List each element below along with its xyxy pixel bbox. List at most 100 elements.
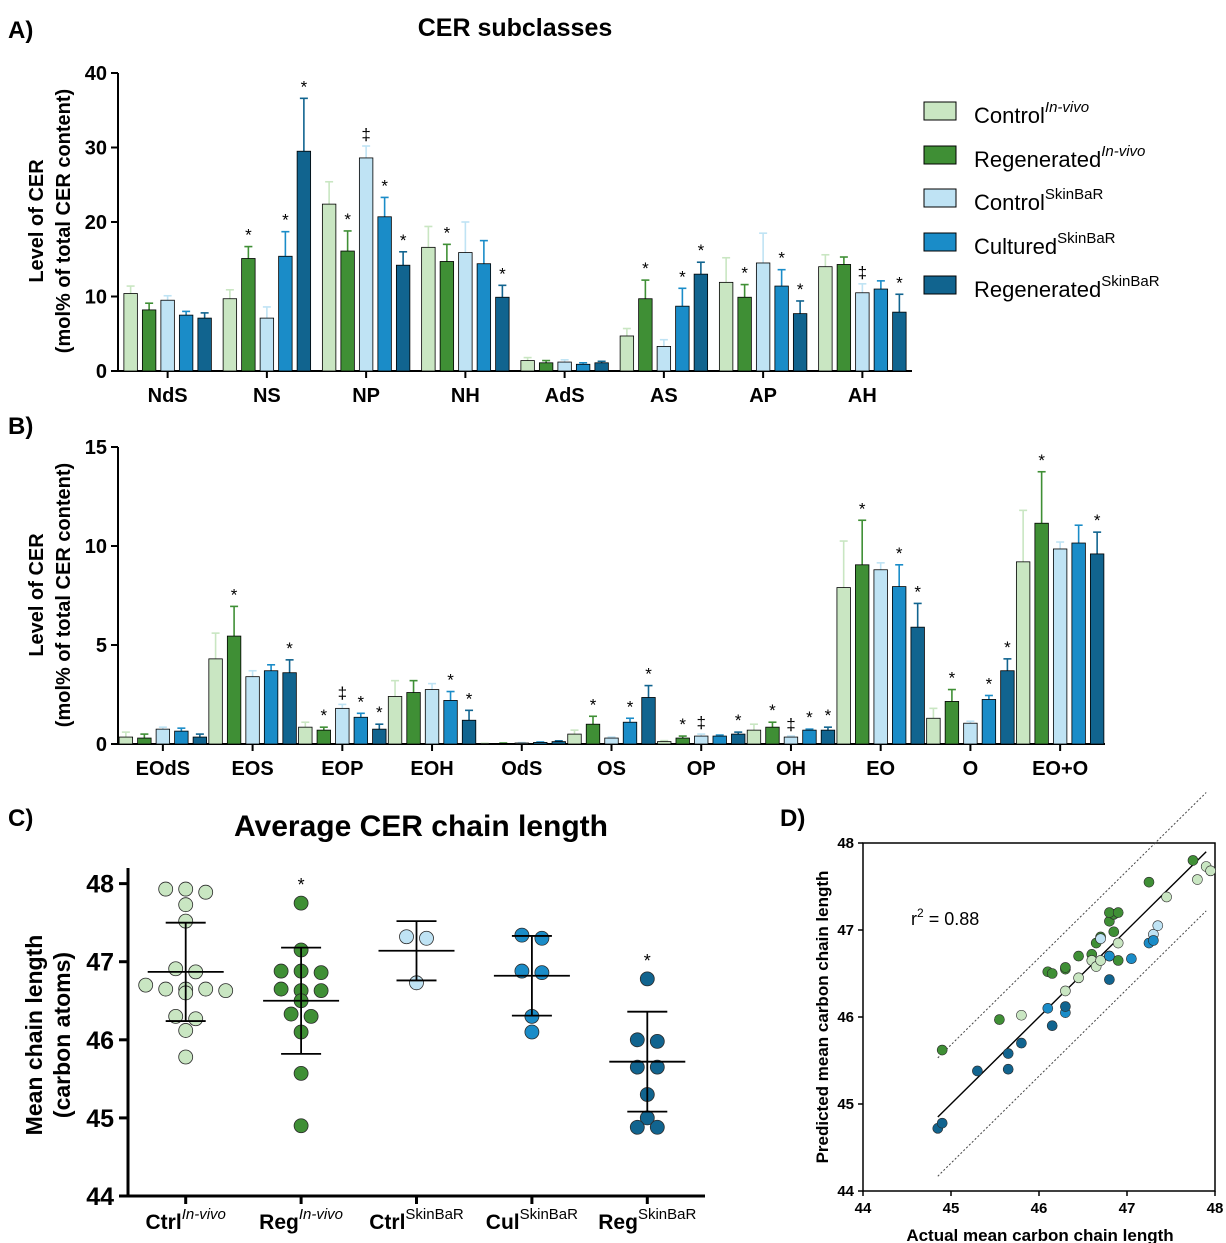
x-tick-label: RegIn-vivo bbox=[259, 1206, 343, 1234]
panel-b-plot: 0 5 10 15 EOdS EOS * * EOP * ‡ * * EOH * * OdS OS * * * OP * ‡ *… bbox=[85, 437, 1105, 780]
x-tick-label: 48 bbox=[1207, 1200, 1224, 1217]
bar bbox=[926, 717, 941, 745]
data-point bbox=[1060, 1001, 1071, 1012]
panel-d-label: D) bbox=[780, 805, 805, 832]
data-point bbox=[1112, 937, 1124, 949]
data-point bbox=[1042, 1002, 1054, 1014]
bar bbox=[461, 719, 477, 745]
significance-mark: * bbox=[245, 226, 252, 245]
data-point bbox=[936, 1044, 948, 1056]
bar bbox=[353, 716, 368, 745]
significance-mark: * bbox=[444, 223, 451, 242]
legend-label-cultured-skinbar: CulturedSkinBaR bbox=[974, 230, 1116, 259]
significance-mark: * bbox=[986, 674, 993, 693]
y-tick-label: 46 bbox=[837, 1009, 854, 1026]
significance-mark: * bbox=[642, 259, 649, 278]
significance-mark: * bbox=[282, 211, 289, 230]
data-point bbox=[188, 1011, 204, 1027]
legend-label-control-skinbar: ControlSkinBaR bbox=[974, 186, 1103, 215]
bar bbox=[226, 635, 242, 745]
y-tick-label: 5 bbox=[96, 635, 107, 657]
bar bbox=[892, 586, 907, 745]
bar bbox=[855, 292, 870, 372]
x-tick-label: NP bbox=[352, 385, 380, 407]
x-tick-label: EOH bbox=[410, 758, 453, 780]
bar bbox=[160, 299, 175, 372]
bar bbox=[298, 726, 313, 745]
data-point bbox=[972, 1065, 983, 1077]
data-point bbox=[198, 884, 214, 900]
bar bbox=[755, 262, 771, 372]
bar bbox=[873, 569, 888, 745]
data-point bbox=[1192, 874, 1203, 885]
data-point bbox=[1095, 955, 1106, 966]
significance-mark: * bbox=[645, 665, 652, 684]
data-point bbox=[1095, 933, 1106, 945]
bar bbox=[818, 266, 833, 372]
x-tick-label: EOS bbox=[231, 758, 273, 780]
bar bbox=[1071, 542, 1086, 745]
data-point bbox=[534, 930, 550, 946]
x-tick-label: CtrlSkinBaR bbox=[369, 1206, 464, 1234]
bar bbox=[694, 735, 709, 745]
bar bbox=[1052, 548, 1068, 745]
legend-label-regenerated-skinbar: RegeneratedSkinBaR bbox=[974, 273, 1160, 302]
bar bbox=[372, 728, 387, 745]
bar bbox=[477, 743, 492, 745]
significance-mark: * bbox=[321, 706, 328, 725]
y-tick-label: 0 bbox=[96, 734, 107, 756]
data-point bbox=[1046, 968, 1058, 979]
bar bbox=[278, 255, 293, 372]
x-tick-label: CulSkinBaR bbox=[486, 1206, 578, 1234]
panel-c-plot: 44 45 46 47 48 CtrlIn-vivo RegIn-vivo * CtrlSkin… bbox=[86, 868, 705, 1234]
data-point bbox=[273, 963, 289, 979]
bar bbox=[155, 728, 171, 745]
bar bbox=[737, 296, 752, 372]
data-point bbox=[303, 1008, 319, 1024]
bar bbox=[765, 726, 780, 745]
bar bbox=[496, 743, 511, 745]
significance-mark: * bbox=[1038, 451, 1045, 470]
significance-mark: * bbox=[859, 499, 866, 518]
bar bbox=[208, 658, 223, 745]
x-tick-label: OdS bbox=[501, 758, 542, 780]
significance-mark: * bbox=[806, 708, 813, 727]
data-point bbox=[1126, 953, 1137, 965]
data-point bbox=[1108, 926, 1120, 938]
data-point bbox=[1016, 1009, 1027, 1021]
bar bbox=[963, 722, 978, 745]
data-point bbox=[293, 1065, 309, 1081]
panel-d-xlabel: Actual mean carbon chain length bbox=[906, 1226, 1173, 1243]
data-point bbox=[994, 1014, 1005, 1025]
legend: ControlIn-vivo RegeneratedIn-vivo Contro… bbox=[923, 99, 1160, 302]
y-tick-label: 0 bbox=[96, 361, 107, 383]
data-point bbox=[1112, 907, 1124, 918]
data-point bbox=[218, 983, 234, 999]
significance-mark: ‡ bbox=[696, 713, 705, 732]
legend-swatch-control-skinbar bbox=[923, 188, 957, 208]
panel-a-ylabel-line1: Level of CER bbox=[26, 159, 48, 283]
bar bbox=[575, 363, 591, 372]
data-point bbox=[1016, 1037, 1027, 1049]
data-point bbox=[138, 977, 154, 993]
significance-mark: * bbox=[286, 639, 293, 658]
bar bbox=[395, 264, 411, 372]
significance-mark: * bbox=[735, 711, 742, 730]
panel-a-label: A) bbox=[8, 17, 33, 44]
bar bbox=[358, 157, 374, 372]
bar bbox=[802, 729, 817, 745]
significance-mark: * bbox=[825, 706, 832, 725]
x-tick-label: AS bbox=[650, 385, 678, 407]
data-point bbox=[1143, 876, 1155, 888]
data-point bbox=[1148, 935, 1159, 946]
data-point bbox=[1060, 985, 1071, 997]
y-tick-label: 20 bbox=[85, 212, 107, 234]
panel-b-ylabel-line1: Level of CER bbox=[26, 533, 48, 657]
bar bbox=[538, 362, 554, 372]
bar bbox=[439, 261, 455, 372]
panel-c-label: C) bbox=[8, 805, 33, 832]
significance-mark: * bbox=[679, 715, 686, 734]
panel-c-ylabel-line1: Mean chain length bbox=[21, 935, 47, 1136]
significance-mark: * bbox=[896, 273, 903, 292]
